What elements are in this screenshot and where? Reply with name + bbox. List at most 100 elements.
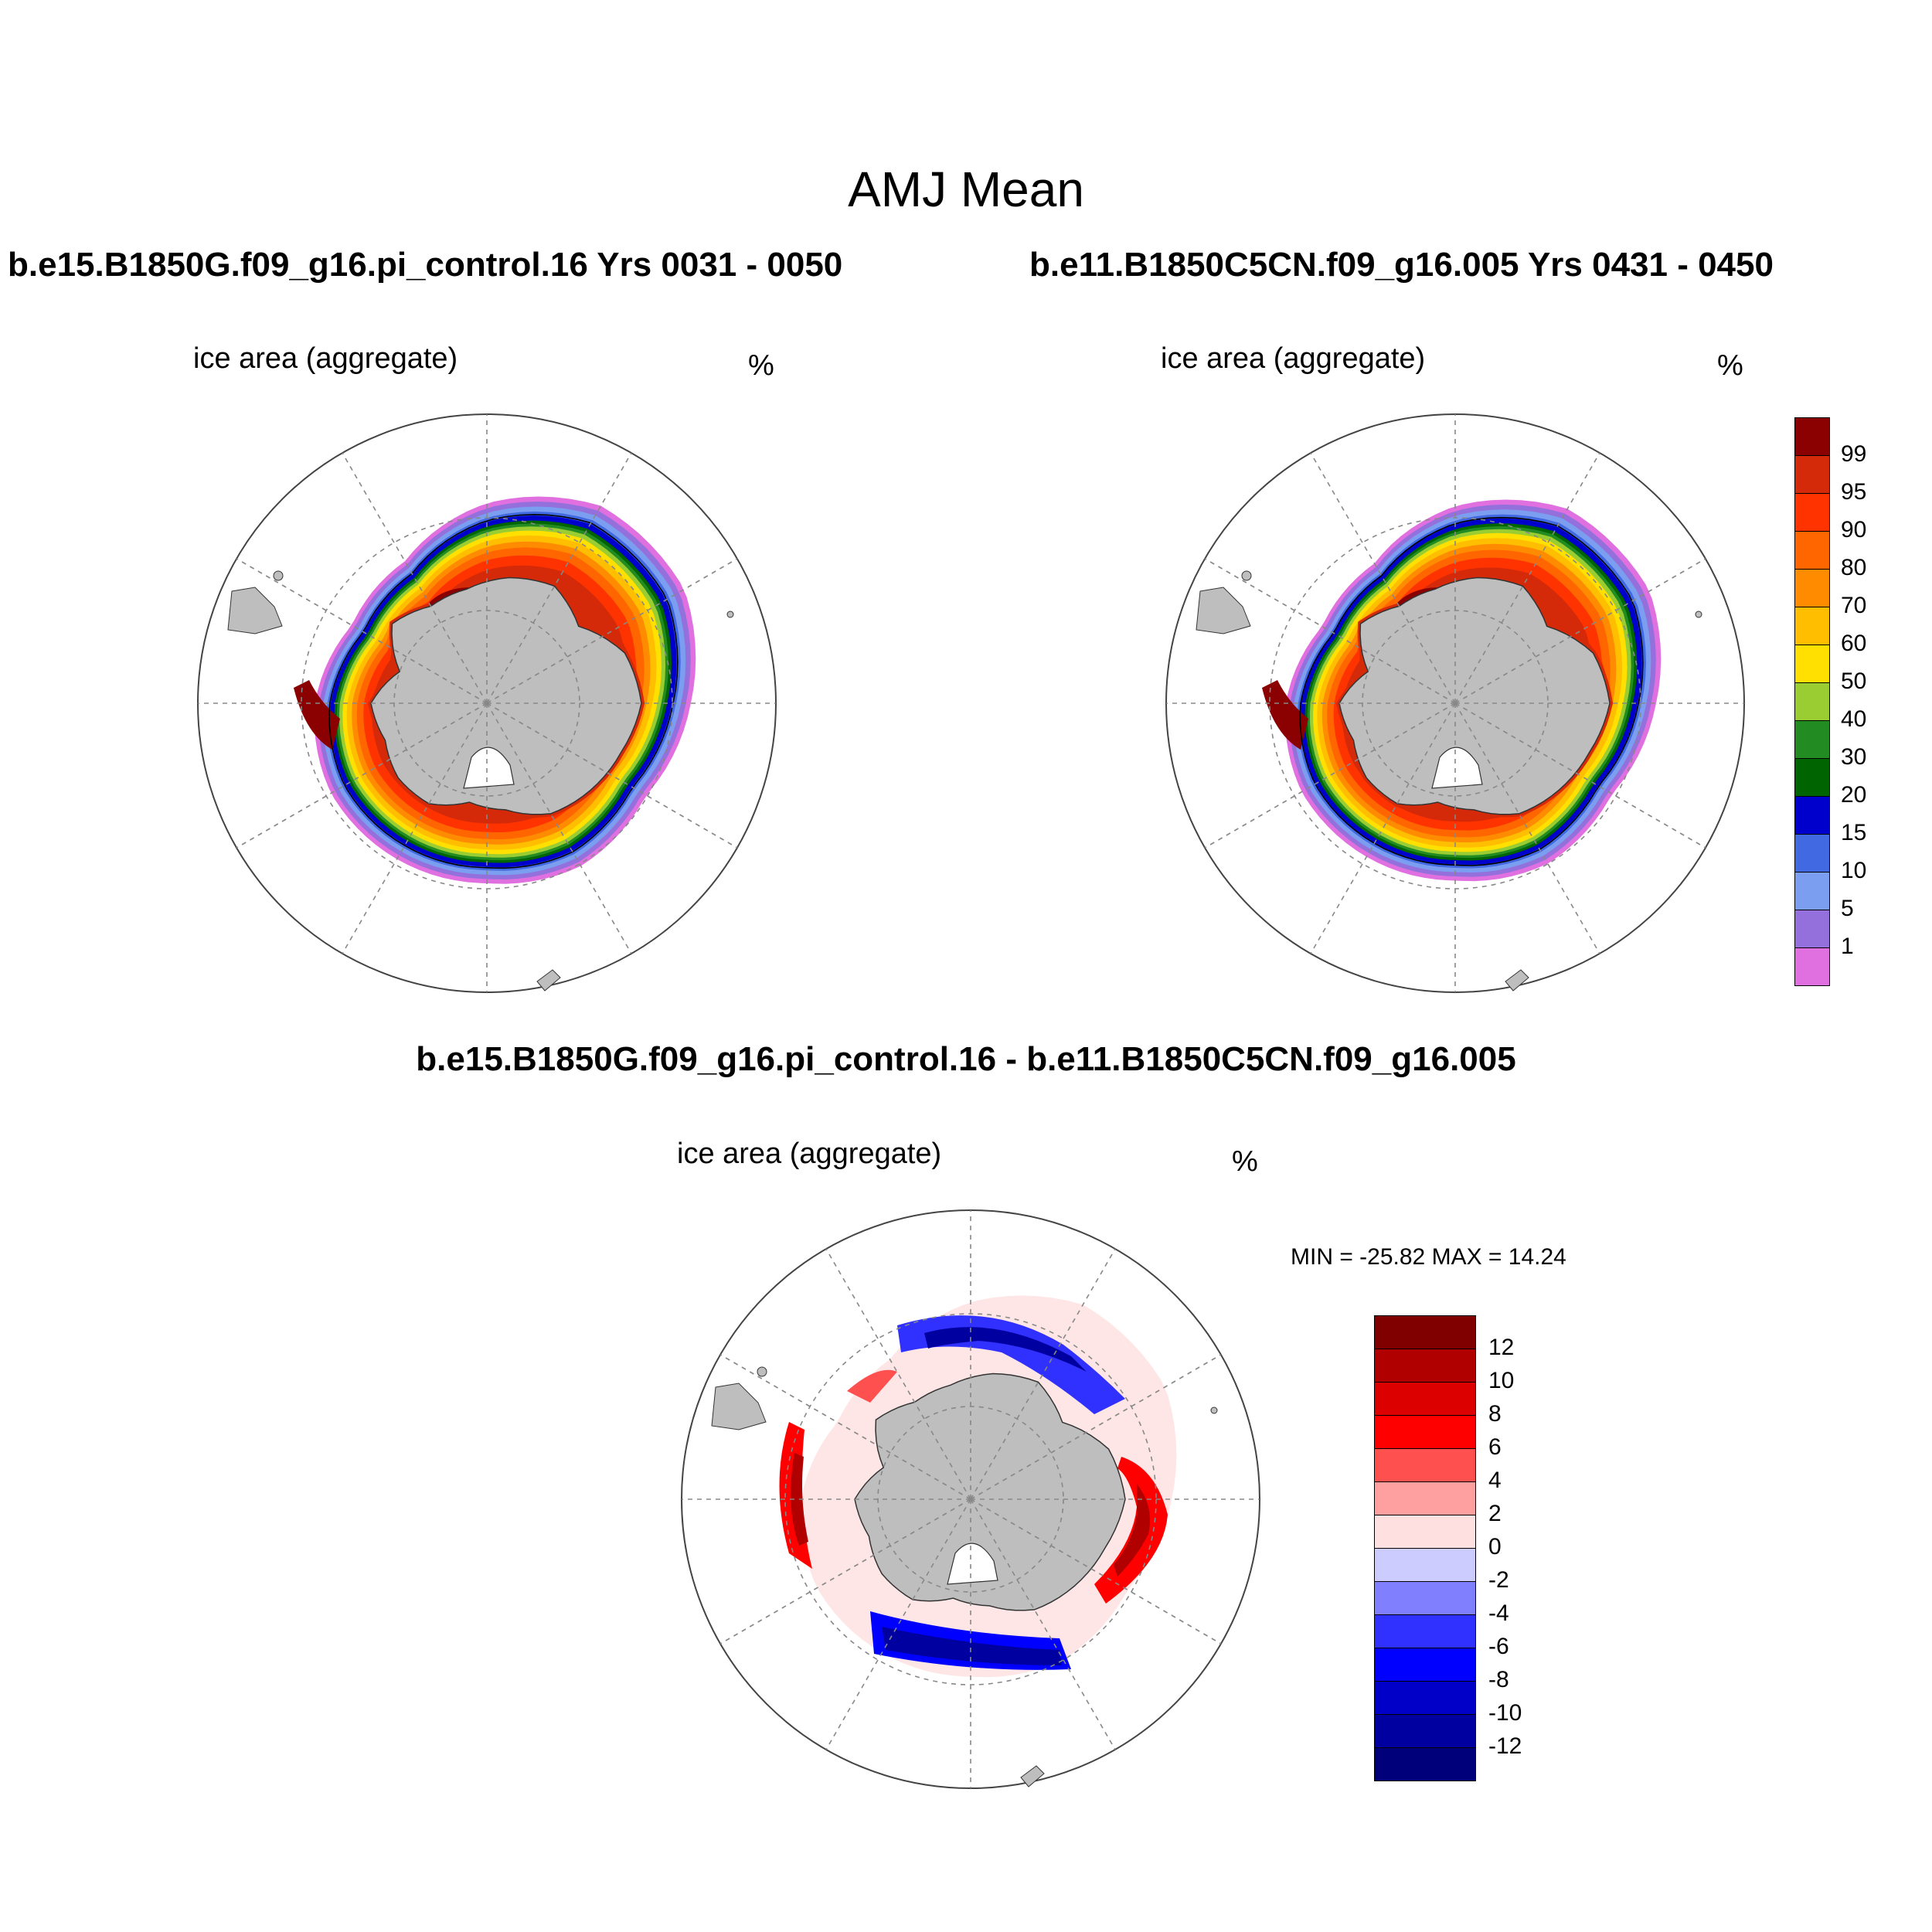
island-land: [726, 611, 734, 618]
south-america-land: [711, 1383, 767, 1430]
meridian-line: [1204, 558, 1456, 704]
colorbar-swatch: [1794, 910, 1830, 948]
colorbar-swatch: [1794, 417, 1830, 456]
colorbar-swatch: [1374, 1747, 1476, 1781]
colorbar-tick-label: 99: [1841, 441, 1867, 467]
latitude-circle: [877, 1406, 1064, 1593]
colorbar-tick-label: -10: [1488, 1700, 1522, 1726]
difference-contour: [882, 1627, 1062, 1665]
ice-concentration-contour: [1262, 680, 1308, 750]
difference-contour: [847, 1369, 897, 1403]
colorbar-swatch: [1374, 1714, 1476, 1748]
colorbar-swatch: [1794, 872, 1830, 910]
colorbar-swatch: [1794, 796, 1830, 835]
colorbar-tick-label: 10: [1841, 858, 1867, 883]
ross-ice-shelf: [947, 1543, 998, 1585]
meridian-line: [970, 1248, 1116, 1500]
colorbar-tick-label: 90: [1841, 517, 1867, 543]
island-land: [1695, 611, 1702, 618]
meridian-line: [236, 702, 488, 849]
colorbar-swatch: [1794, 720, 1830, 759]
new-zealand-land: [536, 969, 561, 992]
colorbar-tick-label: 40: [1841, 706, 1867, 732]
panel1-variable-label: ice area (aggregate): [193, 342, 458, 375]
colorbar-swatch: [1374, 1581, 1476, 1615]
colorbar-swatch: [1374, 1481, 1476, 1515]
graticule: [682, 1210, 1260, 1788]
meridian-line: [1204, 702, 1456, 849]
meridian-line: [1454, 452, 1600, 704]
colorbar-tick-label: 70: [1841, 593, 1867, 618]
island-land: [273, 570, 284, 581]
meridian-line: [1454, 558, 1706, 704]
colorbar-tick-label: 80: [1841, 555, 1867, 580]
case2-ice-map: [1165, 413, 1745, 993]
meridian-line: [486, 452, 632, 704]
colorbar-tick-label: 60: [1841, 631, 1867, 656]
case1-title: b.e15.B1850G.f09_g16.pi_control.16 Yrs 0…: [8, 246, 843, 284]
graticule: [1166, 414, 1744, 992]
colorbar-swatch: [1794, 645, 1830, 683]
colorbar-tick-label: 6: [1488, 1434, 1502, 1460]
ice-concentration-contour: [294, 680, 340, 750]
panel3-variable-label: ice area (aggregate): [677, 1138, 942, 1170]
ross-ice-shelf: [1431, 747, 1483, 789]
colorbar-tick-label: 50: [1841, 668, 1867, 694]
ross-ice-shelf: [463, 747, 515, 789]
case2-title: b.e11.B1850C5CN.f09_g16.005 Yrs 0431 - 0…: [1029, 246, 1774, 284]
meridian-line: [825, 1498, 971, 1750]
difference-contour: [1094, 1457, 1168, 1604]
colorbar-swatch: [1374, 1648, 1476, 1682]
colorbar-swatch: [1794, 569, 1830, 607]
colorbar-tick-label: 30: [1841, 744, 1867, 770]
meridian-line: [825, 1248, 971, 1500]
new-zealand-land: [1505, 969, 1529, 992]
colorbar-tick-label: 0: [1488, 1534, 1502, 1560]
island-land: [1241, 570, 1252, 581]
south-america-land: [227, 587, 283, 634]
colorbar-swatch: [1374, 1681, 1476, 1715]
min-max-stats: MIN = -25.82 MAX = 14.24: [1291, 1244, 1566, 1270]
colorbar-swatch: [1794, 947, 1830, 986]
colorbar-swatch: [1374, 1614, 1476, 1648]
difference-title: b.e15.B1850G.f09_g16.pi_control.16 - b.e…: [416, 1040, 1516, 1078]
difference-contour: [1114, 1484, 1151, 1577]
colorbar-tick-label: 95: [1841, 479, 1867, 505]
meridian-line: [486, 558, 738, 704]
figure-title: AMJ Mean: [848, 162, 1084, 217]
meridian-line: [1310, 452, 1456, 704]
meridian-line: [970, 1498, 1222, 1645]
meridian-line: [719, 1498, 971, 1645]
colorbar-tick-label: 1: [1841, 934, 1854, 959]
latitude-circle: [301, 517, 673, 889]
colorbar-tick-label: 15: [1841, 820, 1867, 845]
latitude-circle: [1362, 610, 1549, 797]
panel2-units-label: %: [1717, 349, 1743, 382]
latitude-circle: [784, 1313, 1157, 1685]
meridian-line: [1454, 702, 1706, 849]
colorbar-tick-label: 8: [1488, 1401, 1502, 1427]
colorbar-tick-label: -6: [1488, 1634, 1509, 1659]
colorbar-swatch: [1794, 758, 1830, 797]
colorbar-swatch: [1794, 493, 1830, 532]
colorbar-tick-label: 20: [1841, 782, 1867, 808]
meridian-line: [342, 452, 488, 704]
colorbar-tick-label: 4: [1488, 1468, 1502, 1493]
meridian-line: [719, 1354, 971, 1500]
panel1-units-label: %: [748, 349, 774, 382]
meridian-line: [486, 702, 632, 954]
colorbar-tick-label: -2: [1488, 1567, 1509, 1593]
meridian-line: [486, 702, 738, 849]
colorbar-swatch: [1374, 1349, 1476, 1383]
graticule: [198, 414, 776, 992]
meridian-line: [342, 702, 488, 954]
difference-colorbar: 12 10 8 6 4 2 0 -2 -4 -6 -8 -10 -12: [1374, 1315, 1522, 1781]
meridian-line: [1310, 702, 1456, 954]
case1-ice-map: [197, 413, 777, 993]
latitude-circle: [393, 610, 580, 797]
colorbar-swatch: [1794, 682, 1830, 721]
colorbar-swatch: [1794, 607, 1830, 645]
panel2-variable-label: ice area (aggregate): [1161, 342, 1426, 375]
colorbar-tick-label: 5: [1841, 896, 1854, 921]
meridian-line: [236, 558, 488, 704]
